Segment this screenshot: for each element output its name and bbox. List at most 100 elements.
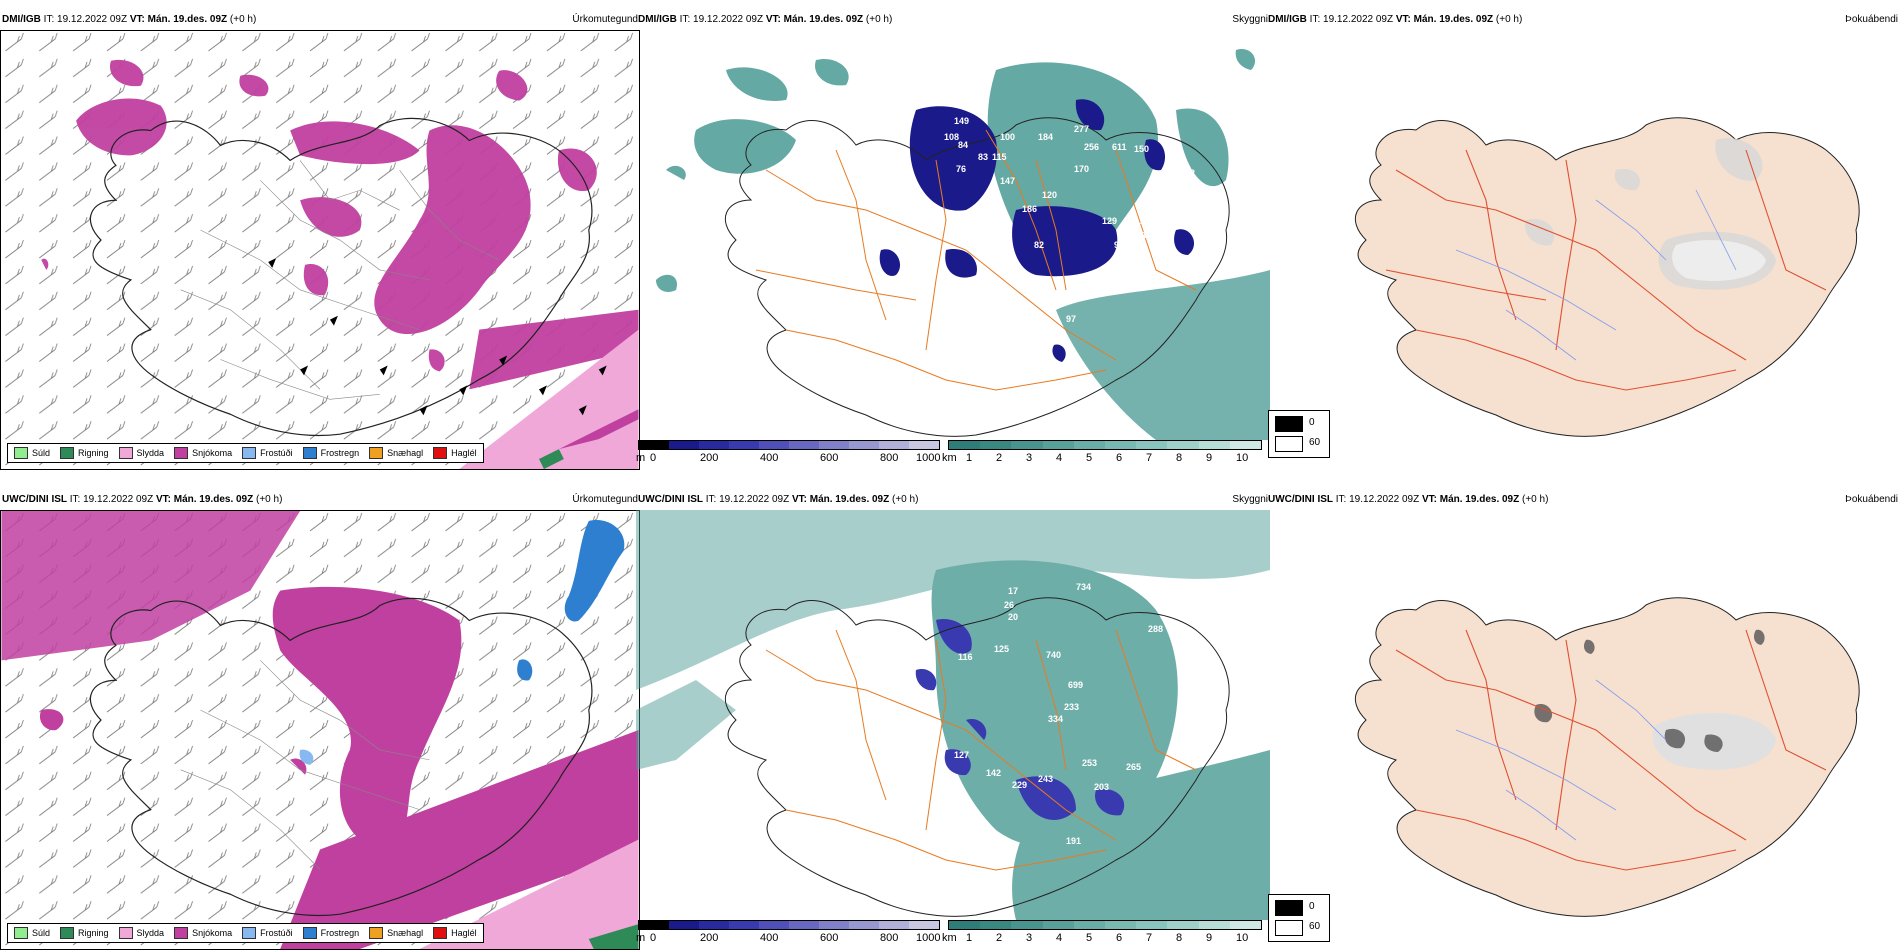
legend-item-rigning: Rigning <box>60 447 109 459</box>
panel-title: Þokuábendi <box>1845 14 1898 25</box>
legend-swatch <box>14 447 28 459</box>
fog-map <box>1336 30 1896 440</box>
colorbar-step <box>949 441 981 449</box>
colorbar-step <box>669 921 699 929</box>
legend-swatch <box>118 447 133 459</box>
it-label: IT: <box>705 494 717 505</box>
visibility-value-label: 83 <box>954 216 964 226</box>
visibility-value-label: 78 <box>998 244 1008 254</box>
panel-title: Úrkomutegund <box>572 14 638 25</box>
colorbar-step <box>1136 921 1168 929</box>
legend-item-snjokoma: Snjókoma <box>174 927 232 939</box>
visibility-value-label: 277 <box>1074 124 1089 134</box>
vt-label: VT: <box>765 14 781 25</box>
fog-scale-bottom: 60 <box>1309 437 1321 448</box>
it-label: IT: <box>43 14 55 25</box>
km-tick: 2 <box>996 452 1003 464</box>
legend-swatch <box>242 447 257 459</box>
it-label: IT: <box>69 494 81 505</box>
legend-swatch <box>174 927 189 939</box>
it-label: IT: <box>1309 14 1321 25</box>
colorbar-step <box>1073 921 1106 929</box>
colorbar-step <box>759 921 789 929</box>
colorbar-step <box>909 441 939 449</box>
precip-legend: Súld Rigning Slydda Snjókoma Frostúði Fr… <box>7 443 484 463</box>
model-name: UWC/DINI ISL <box>638 494 703 505</box>
legend-item-sudl: Súld <box>14 447 50 459</box>
vt-value: Mán. 19.des. 09Z <box>173 494 254 505</box>
fog-swatch-black <box>1275 416 1303 432</box>
legend-item-sudl: Súld <box>14 927 50 939</box>
colorbar-step <box>789 441 819 449</box>
km-tick: 4 <box>1056 452 1063 464</box>
vt-value: Mán. 19.des. 09Z <box>147 14 228 25</box>
visibility-value-label: 98 <box>976 230 986 240</box>
iceland-precip-map <box>1 511 639 949</box>
colorbar-step <box>980 921 1012 929</box>
legend-swatch <box>174 447 189 459</box>
precip-type-panel-dmi: DMI/IGB IT: 19.12.2022 09Z VT: Mán. 19.d… <box>0 10 640 470</box>
km-tick: 5 <box>1086 452 1093 464</box>
km-tick: 9 <box>1206 932 1213 944</box>
km-tick: 10 <box>1236 932 1249 944</box>
visibility-value-label: 184 <box>1038 132 1053 142</box>
colorbar-step <box>639 921 669 929</box>
m-tick: 400 <box>760 932 779 944</box>
panel-title: Skyggni <box>1232 494 1268 505</box>
visibility-value-label: 170 <box>1074 164 1089 174</box>
colorbar-step <box>1105 921 1137 929</box>
legend-item-frostudi: Frostúði <box>242 447 293 459</box>
legend-item-snjokoma: Snjókoma <box>174 447 232 459</box>
km-tick: 3 <box>1026 932 1033 944</box>
visibility-value-label: 115 <box>992 152 1007 162</box>
vt-value: Mán. 19.des. 09Z <box>1439 494 1520 505</box>
legend-item-snaehagl: Snæhagl <box>369 447 423 459</box>
colorbar-step <box>849 921 879 929</box>
m-tick: 200 <box>700 452 719 464</box>
visibility-value-label: 150 <box>1134 144 1149 154</box>
visibility-value-label: 129 <box>1102 216 1117 226</box>
m-tick: 1000 <box>916 452 941 464</box>
visibility-value-label: 120 <box>1042 190 1057 200</box>
model-name: UWC/DINI ISL <box>1268 494 1333 505</box>
km-tick: 1 <box>966 932 973 944</box>
vt-label: VT: <box>155 494 171 505</box>
colorbar-step <box>1229 441 1262 449</box>
km-tick: 9 <box>1206 452 1213 464</box>
visibility-value-label: 83 <box>978 152 988 162</box>
precip-map: Súld Rigning Slydda Snjókoma Frostúði Fr… <box>0 510 640 950</box>
legend-swatch <box>369 927 384 939</box>
model-name: DMI/IGB <box>638 14 677 25</box>
colorbar-step <box>1167 441 1199 449</box>
m-tick: 600 <box>820 452 839 464</box>
visibility-value-label: 186 <box>1022 204 1037 214</box>
panel-title: Skyggni <box>1232 14 1268 25</box>
colorbar-step <box>1105 441 1137 449</box>
km-tick: 7 <box>1146 932 1153 944</box>
visibility-value-label: 142 <box>986 768 1001 778</box>
fog-scale: 0 60 <box>1268 410 1330 458</box>
visibility-value-label: 125 <box>994 644 1009 654</box>
vt-value: Mán. 19.des. 09Z <box>809 494 890 505</box>
visibility-value-label: 17 <box>1008 586 1018 596</box>
visibility-value-label: 20 <box>1008 612 1018 622</box>
visibility-value-label: 734 <box>1076 582 1091 592</box>
fog-swatch-white <box>1275 920 1303 936</box>
colorbar-step <box>949 921 981 929</box>
legend-item-hagel: Haglél <box>433 447 477 459</box>
precip-legend: Súld Rigning Slydda Snjókoma Frostúði Fr… <box>7 923 484 943</box>
legend-swatch <box>302 927 317 939</box>
panel-header: DMI/IGB IT: 19.12.2022 09Z VT: Mán. 19.d… <box>0 10 640 30</box>
colorbar-step <box>1167 921 1199 929</box>
m-tick: 600 <box>820 932 839 944</box>
km-tick: 8 <box>1176 452 1183 464</box>
m-tick: 0 <box>650 452 657 464</box>
visibility-value-label: 297 <box>1140 216 1155 226</box>
forecast-offset: (+0 h) <box>1522 494 1549 505</box>
vt-label: VT: <box>791 494 807 505</box>
visibility-value-label: 149 <box>954 116 969 126</box>
colorbar-step <box>759 441 789 449</box>
visibility-scale: m 0 200 400 600 800 1000 km 1 2 3 4 5 6 … <box>636 920 1270 946</box>
visibility-value-label: 191 <box>1066 836 1081 846</box>
